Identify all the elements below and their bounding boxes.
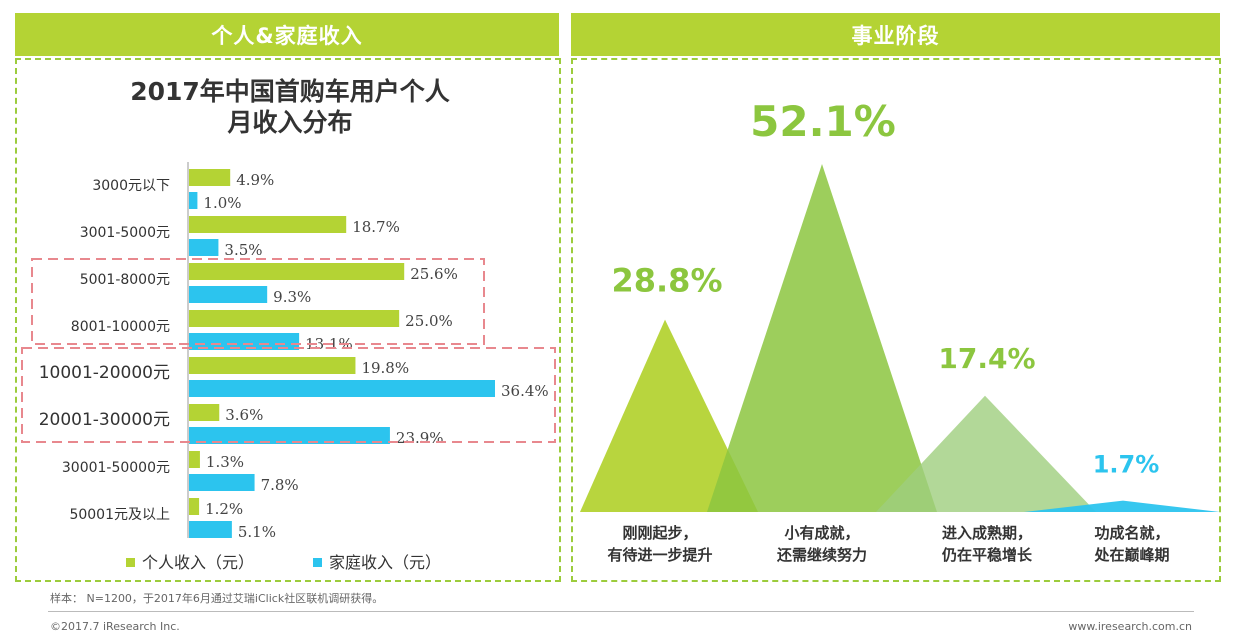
income-chart-title: 2017年中国首购车用户个人 月收入分布 — [60, 76, 520, 138]
personal-income-bar — [189, 451, 200, 468]
career-panel-header: 事业阶段 — [571, 13, 1220, 56]
career-stage-value: 1.7% — [1093, 451, 1160, 479]
family-income-bar — [189, 521, 232, 538]
income-panel — [15, 58, 561, 582]
career-stage-label: 进入成熟期， — [942, 524, 1032, 542]
income-chart-title-line-1: 2017年中国首购车用户个人 — [130, 77, 450, 106]
legend-label: 个人收入（元） — [142, 553, 254, 572]
career-stage-label: 刚刚起步， — [622, 524, 697, 542]
family-income-bar — [189, 474, 255, 491]
career-stage-label: 功成名就， — [1094, 524, 1169, 542]
bar-value-label: 3.6% — [225, 406, 263, 424]
bar-value-label: 25.0% — [405, 312, 453, 330]
personal-income-bar — [189, 263, 405, 280]
legend-label: 家庭收入（元） — [329, 553, 441, 572]
category-label: 5001-8000元 — [80, 272, 170, 288]
income-chart-title-line-2: 月收入分布 — [227, 108, 353, 137]
bar-value-label: 1.0% — [203, 194, 241, 212]
category-label: 10001-20000元 — [39, 363, 170, 383]
personal-income-bar — [189, 498, 200, 515]
bar-value-label: 5.1% — [238, 523, 276, 541]
bar-value-label: 18.7% — [352, 218, 400, 236]
bar-value-label: 19.8% — [361, 359, 409, 377]
personal-income-bar — [189, 404, 220, 421]
bar-value-label: 3.5% — [224, 241, 262, 259]
career-stage-peak — [1024, 500, 1220, 512]
category-label: 3000元以下 — [92, 178, 170, 194]
career-stage-label: 还需继续努力 — [776, 546, 867, 564]
career-stage-value: 52.1% — [750, 97, 896, 146]
legend-swatch — [126, 558, 135, 567]
career-stage-label: 仍在平稳增长 — [941, 546, 1033, 564]
income-panel-header: 个人&家庭收入 — [15, 13, 559, 56]
bar-value-label: 36.4% — [501, 382, 549, 400]
footer-divider — [48, 611, 1194, 612]
highlight-box-high-income — [21, 347, 556, 443]
legend-swatch — [313, 558, 322, 567]
category-label: 30001-50000元 — [62, 460, 170, 476]
category-label: 20001-30000元 — [39, 410, 170, 430]
career-stage-value: 17.4% — [938, 342, 1035, 375]
career-stage-peak — [876, 395, 1096, 512]
sample-note: 样本： N=1200，于2017年6月通过艾瑞iClick社区联机调研获得。 — [50, 592, 384, 605]
category-label: 3001-5000元 — [80, 225, 170, 241]
career-stage-peak — [580, 319, 758, 512]
family-income-bar — [189, 239, 219, 256]
career-panel — [571, 58, 1221, 582]
bar-value-label: 25.6% — [410, 265, 458, 283]
category-label: 50001元及以上 — [69, 507, 170, 523]
bar-value-label: 1.2% — [205, 500, 243, 518]
bar-value-label: 9.3% — [273, 288, 311, 306]
bar-value-label: 7.8% — [261, 476, 299, 494]
copyright: ©2017.7 iResearch Inc. — [50, 620, 180, 633]
personal-income-bar — [189, 169, 231, 186]
bar-value-label: 1.3% — [206, 453, 244, 471]
career-stage-value: 28.8% — [611, 262, 722, 300]
personal-income-bar — [189, 357, 356, 374]
career-stage-label: 处在巅峰期 — [1093, 546, 1169, 564]
career-stage-label: 有待进一步提升 — [607, 546, 712, 564]
personal-income-bar — [189, 216, 347, 233]
career-stage-peak — [707, 164, 937, 512]
family-income-bar — [189, 192, 198, 209]
site-url: www.iresearch.com.cn — [1068, 620, 1192, 633]
category-label: 8001-10000元 — [71, 319, 170, 335]
bar-value-label: 4.9% — [236, 171, 274, 189]
family-income-bar — [189, 286, 268, 303]
personal-income-bar — [189, 310, 400, 327]
family-income-bar — [189, 380, 495, 397]
highlight-box-mid-income — [31, 258, 485, 345]
career-stage-label: 小有成就， — [784, 524, 859, 542]
family-income-bar — [189, 333, 300, 350]
family-income-bar — [189, 427, 390, 444]
